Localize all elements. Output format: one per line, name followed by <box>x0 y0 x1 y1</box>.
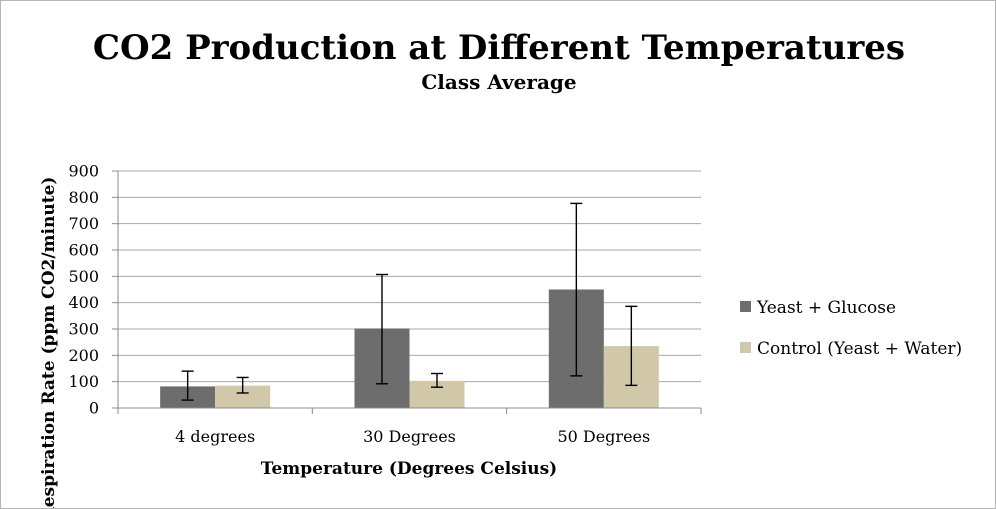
y-tick-label: 800 <box>68 188 99 207</box>
legend-label: Yeast + Glucose <box>756 298 896 318</box>
legend-swatch <box>740 342 751 353</box>
legend: Yeast + Glucose Control (Yeast + Water) <box>740 298 962 359</box>
y-tick-label: 500 <box>68 267 99 286</box>
legend-swatch <box>740 301 751 312</box>
chart-title: CO2 Production at Different Temperatures <box>93 28 905 68</box>
x-tick-label: 50 Degrees <box>557 427 650 446</box>
bars <box>160 289 659 408</box>
y-tick-label: 700 <box>68 214 99 233</box>
y-tick-label: 200 <box>68 346 99 365</box>
x-tick-label: 4 degrees <box>175 427 255 446</box>
x-tick-label: 30 Degrees <box>363 427 456 446</box>
gridlines <box>118 170 701 383</box>
y-tick-label: 400 <box>68 293 99 312</box>
y-tick-label: 900 <box>68 162 99 181</box>
chart-subtitle: Class Average <box>421 70 576 94</box>
legend-label: Control (Yeast + Water) <box>757 339 962 359</box>
y-tick-label: 0 <box>89 399 99 418</box>
y-axis-label: Respiration Rate (ppm CO2/minute) <box>39 177 59 508</box>
error-bars <box>181 202 638 401</box>
y-tick-label: 300 <box>68 320 99 339</box>
y-tick-label: 100 <box>68 372 99 391</box>
y-tick-label: 600 <box>68 241 99 260</box>
axes <box>112 170 702 414</box>
x-axis-label: Temperature (Degrees Celsius) <box>261 459 557 479</box>
bar <box>215 385 271 408</box>
tick-labels: 0 100 200 300 400 500 600 700 800 900 4 degrees 30 … <box>68 162 650 447</box>
